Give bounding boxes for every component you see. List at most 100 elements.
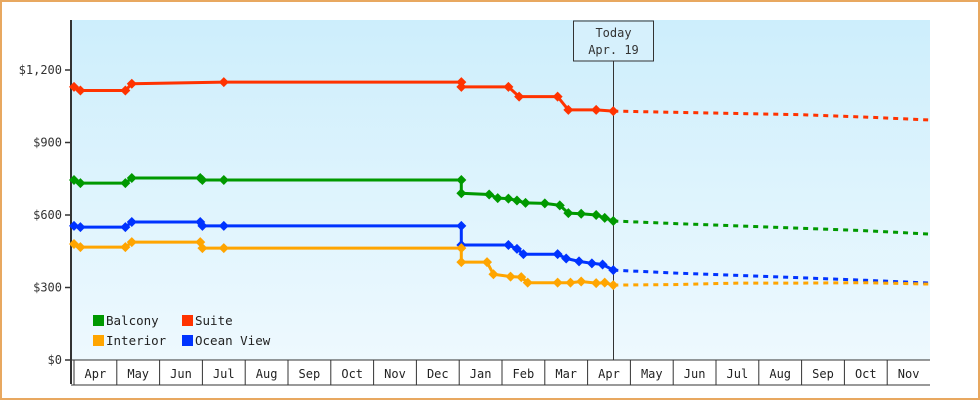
forecast-line (613, 268, 931, 285)
data-point[interactable] (608, 216, 619, 227)
x-axis: Apr May Jun Jul Aug Sep Oct Nov Dec Jan Feb Mar Apr M… (71, 359, 930, 386)
plot-area (71, 20, 930, 360)
legend-label: Suite (195, 313, 233, 328)
series-lines (69, 77, 931, 291)
legend-swatch (93, 335, 104, 346)
x-tick-label: Nov (384, 367, 406, 381)
forecast-line (613, 219, 931, 236)
data-point[interactable] (561, 253, 572, 264)
series-suite (69, 77, 931, 122)
data-point[interactable] (69, 81, 79, 92)
data-point[interactable] (503, 81, 514, 92)
forecast-line (613, 109, 931, 122)
data-point[interactable] (565, 277, 576, 288)
series-ocean-view (69, 217, 931, 285)
data-point[interactable] (120, 85, 131, 96)
data-point[interactable] (197, 220, 208, 231)
data-point[interactable] (120, 178, 131, 189)
data-point[interactable] (574, 256, 585, 267)
data-point[interactable] (69, 220, 79, 231)
y-tick-label: $600 (33, 208, 62, 222)
data-point[interactable] (597, 259, 608, 270)
data-point[interactable] (456, 174, 467, 185)
data-point[interactable] (126, 217, 137, 228)
data-point[interactable] (514, 91, 525, 102)
data-point[interactable] (126, 237, 137, 248)
data-point[interactable] (608, 280, 619, 291)
data-point[interactable] (563, 104, 574, 115)
x-tick-label: Nov (898, 367, 920, 381)
data-point[interactable] (511, 243, 522, 254)
legend-label: Interior (106, 333, 167, 348)
x-tick-label: Jan (470, 367, 492, 381)
data-point[interactable] (599, 277, 610, 288)
data-point[interactable] (126, 173, 137, 184)
data-point[interactable] (576, 276, 587, 287)
data-point[interactable] (75, 85, 86, 96)
data-point[interactable] (563, 208, 574, 219)
data-point[interactable] (591, 278, 602, 289)
x-tick-label: Feb (513, 367, 535, 381)
series-balcony (69, 173, 931, 236)
data-point[interactable] (75, 222, 86, 233)
data-point[interactable] (511, 195, 522, 206)
data-point[interactable] (552, 91, 563, 102)
data-point[interactable] (456, 188, 467, 199)
data-point[interactable] (75, 178, 86, 189)
legend-item-interior[interactable]: Interior (93, 333, 167, 348)
data-point[interactable] (554, 200, 565, 211)
today-label: Today (595, 26, 631, 40)
data-point[interactable] (120, 222, 131, 233)
legend-item-ocean-view[interactable]: Ocean View (182, 333, 271, 348)
data-point[interactable] (456, 257, 467, 268)
legend-label: Balcony (106, 313, 159, 328)
legend-item-suite[interactable]: Suite (182, 313, 233, 328)
data-point[interactable] (484, 189, 495, 200)
data-point[interactable] (218, 174, 229, 185)
data-point[interactable] (520, 197, 531, 208)
y-tick-label: $300 (33, 281, 62, 295)
data-point[interactable] (503, 239, 514, 250)
legend-item-balcony[interactable]: Balcony (93, 313, 159, 328)
x-tick-label: Aug (256, 367, 278, 381)
data-point[interactable] (75, 242, 86, 253)
data-point[interactable] (505, 271, 516, 282)
data-point[interactable] (586, 258, 597, 269)
data-point[interactable] (522, 277, 533, 288)
data-point[interactable] (591, 210, 602, 220)
data-point[interactable] (492, 193, 503, 204)
data-point[interactable] (608, 265, 619, 276)
data-point[interactable] (591, 104, 602, 115)
data-point[interactable] (552, 277, 563, 288)
data-point[interactable] (218, 77, 229, 88)
series-interior (69, 237, 931, 291)
data-point[interactable] (599, 212, 610, 223)
today-marker: Today Apr. 19 (573, 20, 654, 360)
legend-swatch (93, 315, 104, 326)
data-point[interactable] (552, 249, 563, 260)
data-point[interactable] (608, 106, 619, 117)
data-point[interactable] (539, 198, 550, 209)
data-point[interactable] (456, 81, 467, 92)
data-point[interactable] (197, 243, 208, 254)
today-date-label: Apr. 19 (588, 43, 639, 57)
x-tick-label: Sep (812, 367, 834, 381)
data-point[interactable] (120, 242, 131, 253)
data-point[interactable] (576, 208, 587, 219)
data-point[interactable] (456, 220, 467, 231)
forecast-line (613, 281, 931, 287)
data-point[interactable] (197, 174, 208, 185)
x-tick-label: Mar (555, 367, 577, 381)
data-point[interactable] (488, 269, 499, 280)
data-point[interactable] (482, 257, 493, 268)
data-point[interactable] (218, 220, 229, 231)
x-tick-label: Apr (598, 367, 620, 381)
data-point[interactable] (456, 243, 467, 254)
data-point[interactable] (518, 249, 529, 260)
data-point[interactable] (218, 243, 229, 254)
data-point[interactable] (516, 272, 527, 283)
y-tick-label: $900 (33, 136, 62, 150)
data-point[interactable] (503, 193, 514, 204)
x-tick-label: Sep (299, 367, 321, 381)
data-point[interactable] (126, 78, 137, 89)
